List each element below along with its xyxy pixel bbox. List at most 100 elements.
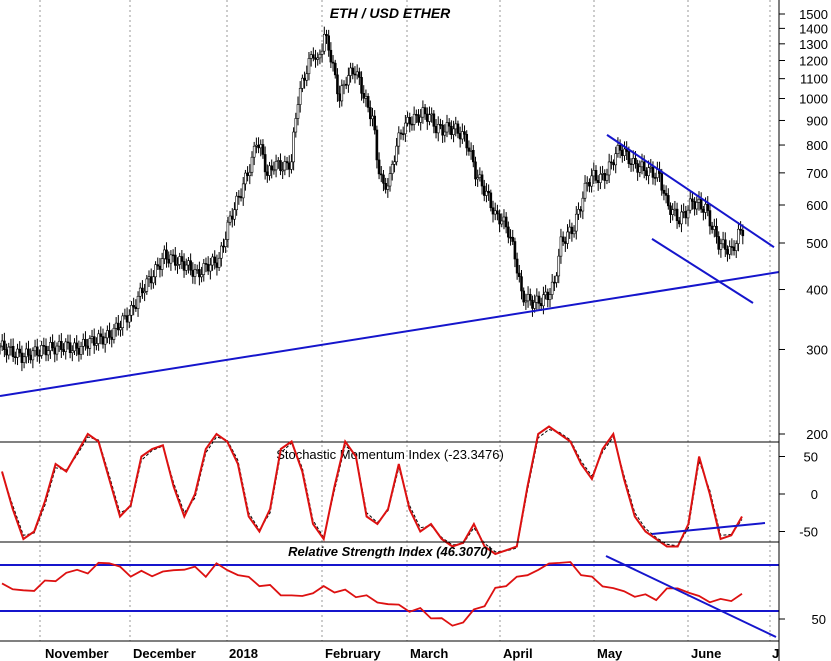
candle-body [325,33,328,37]
candle-body [316,57,320,60]
candle-body [152,276,155,284]
candle-body [456,123,460,134]
candle-body [130,305,133,316]
candle-body [708,210,712,227]
candle-body [16,348,19,358]
candle-body [250,156,254,173]
candle-body [44,345,48,356]
candle-body [546,291,550,300]
candle-body [660,173,664,191]
candle-body [695,202,699,210]
candle-body [270,165,274,171]
candle-body [404,122,407,135]
candle-body [697,198,701,203]
candle-body [616,145,620,155]
candle-body [640,161,644,168]
candle-body [307,58,311,75]
candle-body [386,185,390,190]
candle-body [143,291,146,294]
candle-body [51,342,54,349]
candle-body [717,236,721,250]
candle-body [377,159,381,175]
candle-body [669,205,672,215]
candle-body [336,74,339,95]
candle-body [415,113,418,116]
candle-body [77,348,81,355]
candle-body [180,256,184,262]
candle-body [167,258,171,264]
candle-body [452,128,455,135]
candle-body [46,350,50,356]
price-tick-label: 600 [806,198,828,213]
candle-body [518,272,521,277]
candle-body [160,258,164,270]
candle-body [677,220,681,225]
candle-body [726,249,729,255]
candle-body [228,215,232,223]
candle-body [224,239,227,247]
candle-body [320,50,324,55]
candle-body [542,294,545,307]
candle-body [22,356,26,363]
candle-body [312,54,315,59]
rsi-panel: Relative Strength Index (46.3070) 50 [0,544,826,638]
candle-body [235,195,238,211]
price-tick-label: 800 [806,138,828,153]
candle-body [257,144,260,149]
candle-body [327,35,330,51]
candle-body [618,145,622,151]
candle-body [53,347,57,355]
candle-body [734,243,738,251]
candle-body [233,209,236,220]
candle-body [375,129,379,161]
price-tick-label: 200 [806,427,828,442]
candle-body [566,231,569,244]
candle-body [119,327,122,331]
candle-body [279,160,282,171]
candle-body [206,263,210,272]
candle-body [461,131,464,140]
candle-body [333,62,337,76]
candle-body [147,276,151,280]
month-label: J [772,646,779,661]
candle-body [570,226,574,235]
candle-body [623,148,626,156]
candle-body [596,180,600,183]
candle-body [399,132,403,135]
smi-line [1,425,743,556]
candle-body [408,117,412,125]
candle-body [550,281,554,295]
candle-body [215,262,219,268]
candle-body [599,173,602,183]
candle-body [373,115,376,131]
candle-body [439,124,442,126]
candle-body [198,269,201,278]
candle-body [631,158,635,165]
chart-title: ETH / USD ETHER [330,5,451,21]
month-label: February [325,646,381,661]
candle-body [66,341,70,344]
price-candles [0,26,745,372]
candle-body [60,340,63,350]
candle-body [443,131,447,136]
candle-body [123,315,127,317]
candle-body [458,133,462,140]
candle-body [18,348,22,354]
candle-body [309,54,313,59]
candle-body [454,123,458,130]
candle-body [176,264,179,266]
candle-body [31,350,35,361]
candle-body [406,117,409,124]
candle-body [653,177,657,179]
candle-body [246,172,249,176]
candle-body [255,144,258,147]
candle-body [182,261,186,271]
candle-body [544,291,547,296]
candle-body [283,161,287,171]
rsi-lines [0,561,779,627]
candle-body [614,153,618,166]
candle-body [0,345,2,348]
candle-body [741,229,745,237]
